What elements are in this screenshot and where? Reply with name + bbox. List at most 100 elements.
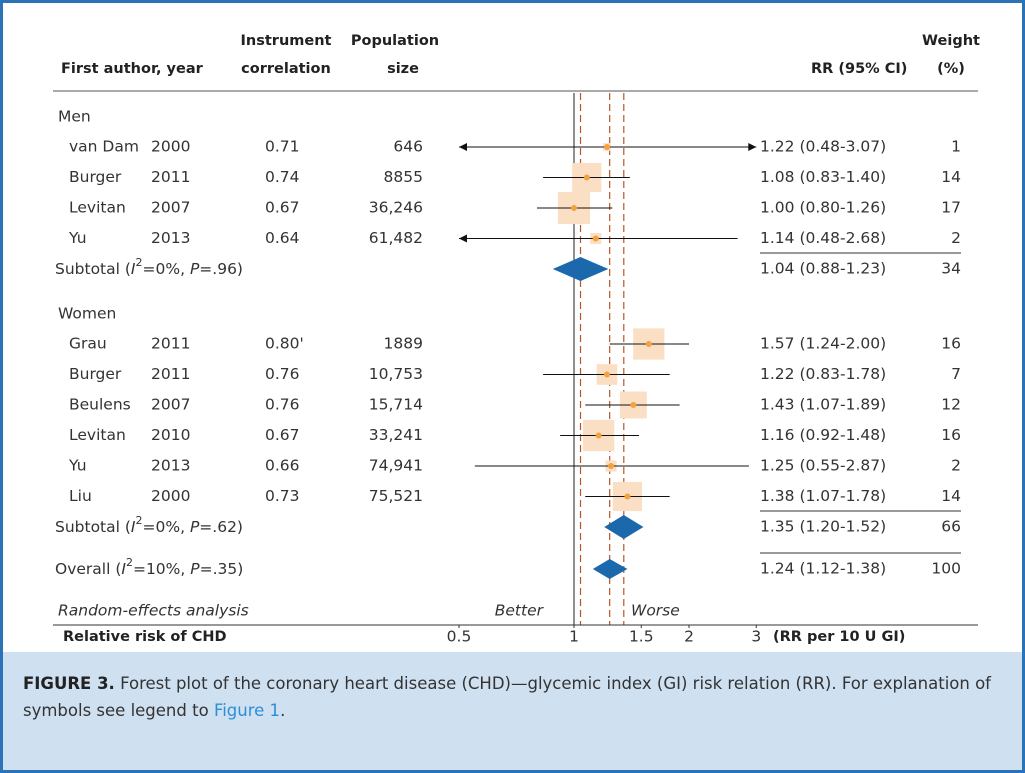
study-population: 74,941 [369, 457, 423, 475]
caption-text: Forest plot of the coronary heart diseas… [23, 674, 991, 720]
ci-arrow [459, 234, 467, 243]
header-study: First author, year [61, 61, 204, 77]
study-author: Yu [68, 457, 87, 475]
label-part: =10%, [133, 560, 190, 578]
study-ci: 1.38 (1.07-1.78) [760, 487, 886, 505]
x-tick-label: 1 [569, 628, 579, 646]
study-author: Grau [69, 335, 107, 353]
point-estimate [608, 463, 615, 469]
study-weight: 16 [941, 335, 961, 353]
study-population: 8855 [384, 168, 423, 186]
study-correlation: 0.73 [265, 487, 300, 505]
label-part: Overall ( [55, 560, 121, 578]
point-estimate [603, 144, 610, 150]
study-ci: 1.22 (0.83-1.78) [760, 365, 886, 383]
label-part: P [190, 260, 200, 278]
header-correlation: Instrument [241, 33, 332, 49]
model-label: Random-effects analysis [58, 602, 249, 620]
study-ci: 1.57 (1.24-2.00) [760, 335, 886, 353]
label-part: P [190, 560, 200, 578]
header-population: size [387, 61, 419, 77]
study-author: Burger [69, 365, 122, 383]
left-label: Better [495, 602, 545, 620]
label-part: 2 [126, 556, 133, 569]
study-weight: 1 [951, 138, 961, 156]
point-estimate [624, 493, 631, 500]
x-tick-label: 3 [751, 628, 761, 646]
label-part: I [131, 518, 136, 536]
study-year: 2010 [151, 426, 190, 444]
caption-link[interactable]: Figure 1 [213, 701, 281, 720]
study-ci: 1.25 (0.55-2.87) [760, 457, 886, 475]
x-tick-label: 0.5 [447, 628, 472, 646]
study-population: 15,714 [369, 396, 423, 414]
label-part: Subtotal ( [55, 518, 131, 536]
point-estimate [603, 371, 610, 378]
row-label: Overall (I2=10%, P=.35) [55, 556, 243, 578]
study-author: Liu [69, 487, 92, 505]
header-weight: Weight [922, 33, 980, 49]
study-ci: 1.00 (0.80-1.26) [760, 199, 886, 217]
pooled-ci: 1.04 (0.88-1.23) [760, 260, 886, 278]
label-part: Subtotal ( [55, 260, 131, 278]
pooled-diamond [604, 515, 644, 539]
x-axis-label: Relative risk of CHD [63, 629, 227, 645]
pooled-weight: 34 [941, 260, 961, 278]
study-year: 2013 [151, 457, 190, 475]
study-correlation: 0.76 [265, 396, 300, 414]
study-year: 2011 [151, 335, 190, 353]
study-year: 2011 [151, 168, 190, 186]
pooled-weight: 100 [931, 560, 961, 578]
study-correlation: 0.64 [265, 229, 300, 247]
study-ci: 1.22 (0.48-3.07) [760, 138, 886, 156]
study-weight: 2 [951, 229, 961, 247]
study-population: 33,241 [369, 426, 423, 444]
label-part: =0%, [143, 518, 190, 536]
study-year: 2007 [151, 199, 190, 217]
row-label: Subtotal (I2=0%, P=.96) [55, 256, 243, 278]
study-population: 61,482 [369, 229, 423, 247]
label-part: I [121, 560, 126, 578]
study-population: 646 [393, 138, 423, 156]
right-label: Worse [631, 602, 680, 620]
x-tick-label: 1.5 [629, 628, 654, 646]
ci-arrow [748, 143, 757, 151]
label-part: I [131, 260, 136, 278]
point-estimate [645, 341, 652, 347]
label-part: =.62) [199, 518, 243, 536]
study-ci: 1.08 (0.83-1.40) [760, 168, 886, 186]
pooled-ci: 1.24 (1.12-1.38) [760, 560, 886, 578]
point-estimate [583, 174, 590, 181]
study-correlation: 0.74 [265, 168, 300, 186]
study-correlation: 0.66 [265, 457, 300, 475]
study-correlation: 0.67 [265, 426, 300, 444]
point-estimate [630, 402, 637, 408]
study-correlation: 0.80' [265, 335, 304, 353]
study-year: 2000 [151, 487, 190, 505]
point-estimate [571, 205, 577, 211]
study-correlation: 0.71 [265, 138, 300, 156]
study-year: 2000 [151, 138, 190, 156]
pooled-diamond [592, 559, 628, 579]
caption-label: FIGURE 3. [23, 674, 115, 693]
study-weight: 7 [951, 365, 961, 383]
header-weight: (%) [937, 61, 965, 77]
x-axis-unit: (RR per 10 U GI) [773, 629, 905, 645]
label-part: P [190, 518, 200, 536]
study-year: 2013 [151, 229, 190, 247]
group-name: Men [58, 108, 91, 126]
caption: FIGURE 3. Forest plot of the coronary he… [3, 652, 1022, 770]
study-author: Yu [68, 229, 87, 247]
study-weight: 14 [941, 487, 961, 505]
group-name: Women [58, 305, 116, 323]
study-year: 2011 [151, 365, 190, 383]
study-author: Levitan [69, 426, 126, 444]
study-ci: 1.16 (0.92-1.48) [760, 426, 886, 444]
pooled-ci: 1.35 (1.20-1.52) [760, 518, 886, 536]
study-population: 1889 [384, 335, 423, 353]
study-correlation: 0.76 [265, 365, 300, 383]
study-weight: 2 [951, 457, 961, 475]
study-author: Levitan [69, 199, 126, 217]
pooled-diamond [552, 257, 609, 281]
